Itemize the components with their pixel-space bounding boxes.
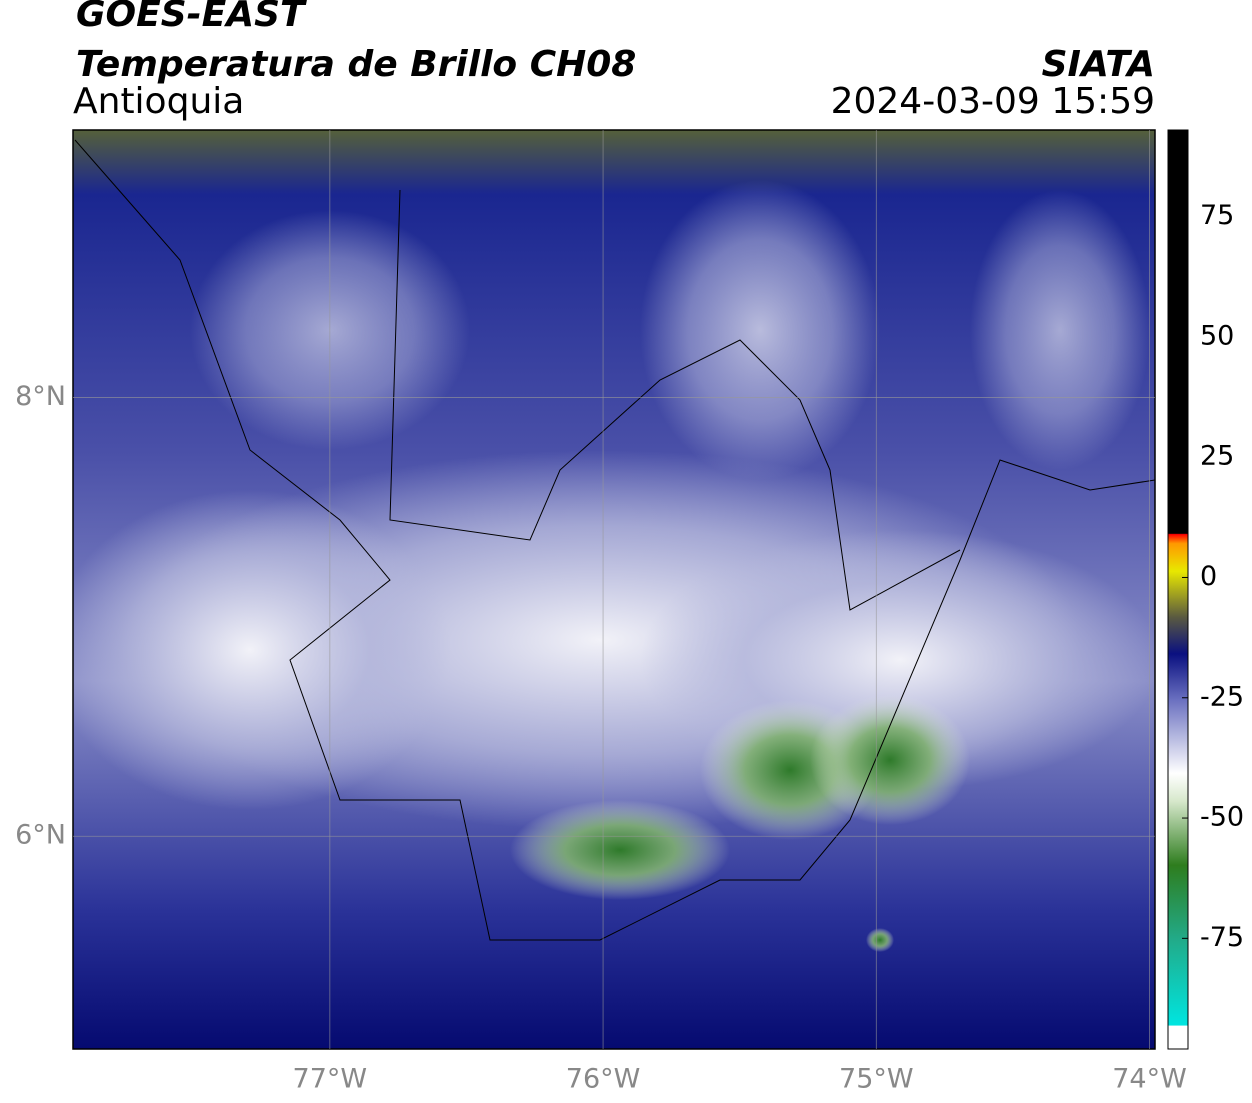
datetime-label: 2024-03-09 15:59 xyxy=(831,81,1155,122)
lon-tick-label: 75°W xyxy=(839,1064,914,1095)
colorbar-tick-label: -50 xyxy=(1200,802,1244,833)
colorbar-tick-label: -25 xyxy=(1200,681,1244,712)
lon-tick-label: 77°W xyxy=(293,1064,368,1095)
colorbar-tick-label: 75 xyxy=(1200,200,1234,231)
colorbar-tick-label: -75 xyxy=(1200,922,1244,953)
satellite-image xyxy=(73,130,1155,1049)
region-label: Antioquia xyxy=(73,81,244,122)
product-title: Temperatura de Brillo CH08 xyxy=(76,44,636,85)
map-frame xyxy=(72,129,1156,1050)
lat-tick-label: 8°N xyxy=(15,381,66,412)
lon-tick-label: 76°W xyxy=(566,1064,641,1095)
lon-tick-label: 74°W xyxy=(1112,1064,1187,1095)
satellite-title: GOES-EAST xyxy=(76,0,307,35)
colorbar-tick-label: 50 xyxy=(1200,320,1234,351)
colorbar-tick-label: 25 xyxy=(1200,441,1234,472)
source-label: SIATA xyxy=(1042,44,1155,85)
colorbar xyxy=(1167,129,1189,1050)
colorbar-tick-label: 0 xyxy=(1200,561,1217,592)
lat-tick-label: 6°N xyxy=(15,820,66,851)
